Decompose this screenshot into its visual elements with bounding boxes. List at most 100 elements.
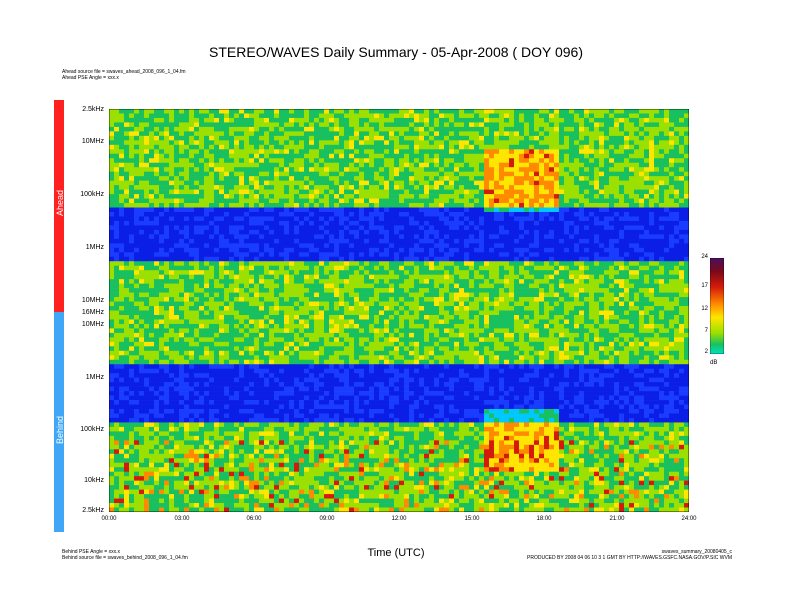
spectrogram-cell	[479, 117, 485, 123]
spectrogram-cell	[494, 189, 500, 195]
spectrogram-cell	[599, 149, 605, 155]
spectrogram-cell	[644, 122, 650, 128]
spectrogram-cell	[674, 238, 680, 244]
spectrogram-cell	[509, 225, 515, 231]
spectrogram-cell	[289, 220, 295, 226]
spectrogram-cell	[289, 238, 295, 244]
spectrogram-cell	[164, 185, 170, 190]
spectrogram-cell	[114, 117, 120, 123]
spectrogram-cell	[344, 234, 350, 240]
spectrogram-cell	[134, 149, 140, 155]
spectrogram-cell	[139, 234, 145, 240]
spectrogram-cell	[334, 229, 340, 235]
spectrogram-cell	[534, 194, 540, 199]
spectrogram-cell	[584, 247, 590, 253]
spectrogram-cell	[464, 162, 470, 168]
spectrogram-cell	[584, 176, 590, 181]
spectrogram-cell	[254, 292, 260, 298]
spectrogram-cell	[444, 144, 450, 150]
spectrogram-cell	[614, 167, 620, 172]
spectrogram-cell	[449, 176, 455, 181]
spectrogram-cell	[534, 234, 540, 240]
spectrogram-cell	[679, 158, 685, 164]
spectrogram-cell	[624, 265, 630, 271]
spectrogram-cell	[204, 297, 210, 302]
spectrogram-cell	[329, 194, 335, 199]
spectrogram-cell	[609, 274, 615, 280]
spectrogram-cell	[244, 297, 250, 302]
spectrogram-cell	[514, 113, 520, 119]
spectrogram-cell	[374, 234, 380, 240]
spectrogram-cell	[609, 144, 615, 150]
spectrogram-cell	[359, 203, 365, 208]
spectrogram-cell	[409, 153, 415, 159]
spectrogram-cell	[109, 216, 115, 222]
spectrogram-cell	[124, 180, 130, 186]
spectrogram-cell	[614, 252, 620, 258]
spectrogram-cell	[524, 140, 530, 146]
spectrogram-cell	[669, 225, 675, 231]
spectrogram-cell	[504, 158, 510, 164]
spectrogram-cell	[214, 211, 220, 217]
spectrogram-cell	[524, 211, 530, 217]
spectrogram-cell	[584, 113, 590, 119]
spectrogram-cell	[494, 158, 500, 164]
spectrogram-cell	[494, 265, 500, 271]
spectrogram-cell	[234, 283, 240, 289]
spectrogram-cell	[629, 256, 635, 262]
spectrogram-cell	[494, 283, 500, 289]
spectrogram-cell	[649, 229, 655, 235]
spectrogram-cell	[514, 274, 520, 280]
spectrogram-cell	[239, 185, 245, 190]
spectrogram-cell	[484, 297, 490, 302]
spectrogram-cell	[294, 153, 300, 159]
spectrogram-cell	[574, 207, 580, 213]
spectrogram-cell	[159, 261, 165, 267]
spectrogram-cell	[544, 283, 550, 289]
spectrogram-cell	[629, 185, 635, 190]
spectrogram-cell	[544, 153, 550, 159]
spectrogram-cell	[499, 140, 505, 146]
spectrogram-cell	[279, 238, 285, 244]
spectrogram-cell	[224, 211, 230, 217]
spectrogram-cell	[119, 274, 125, 280]
spectrogram-cell	[279, 171, 285, 177]
spectrogram-cell	[589, 158, 595, 164]
spectrogram-cell	[549, 270, 555, 275]
spectrogram-cell	[199, 149, 205, 155]
spectrogram-cell	[604, 158, 610, 164]
spectrogram-cell	[524, 122, 530, 128]
spectrogram-cell	[449, 153, 455, 159]
spectrogram-cell	[684, 252, 689, 258]
spectrogram-cell	[524, 176, 530, 181]
spectrogram-cell	[584, 117, 590, 123]
spectrogram-cell	[519, 243, 525, 249]
spectrogram-cell	[384, 247, 390, 253]
spectrogram-cell	[214, 194, 220, 199]
spectrogram-cell	[324, 140, 330, 146]
spectrogram-cell	[384, 126, 390, 132]
spectrogram-cell	[299, 194, 305, 199]
spectrogram-cell	[559, 189, 565, 195]
spectrogram-cell	[109, 274, 115, 280]
spectrogram-cell	[439, 117, 445, 123]
spectrogram-cell	[129, 198, 135, 204]
spectrogram-cell	[314, 153, 320, 159]
spectrogram-cell	[194, 113, 200, 119]
spectrogram-cell	[554, 256, 560, 262]
spectrogram-cell	[299, 207, 305, 213]
spectrogram-cell	[164, 203, 170, 208]
spectrogram-cell	[454, 292, 460, 298]
spectrogram-cell	[449, 131, 455, 137]
spectrogram-cell	[214, 256, 220, 262]
spectrogram-cell	[209, 225, 215, 231]
spectrogram-cell	[119, 297, 125, 302]
ahead-bar	[54, 100, 64, 312]
spectrogram-cell	[419, 225, 425, 231]
spectrogram-cell	[259, 292, 265, 298]
spectrogram-cell	[114, 216, 120, 222]
spectrogram-cell	[319, 158, 325, 164]
spectrogram-cell	[599, 207, 605, 213]
spectrogram-cell	[319, 265, 325, 271]
spectrogram-cell	[124, 203, 130, 208]
